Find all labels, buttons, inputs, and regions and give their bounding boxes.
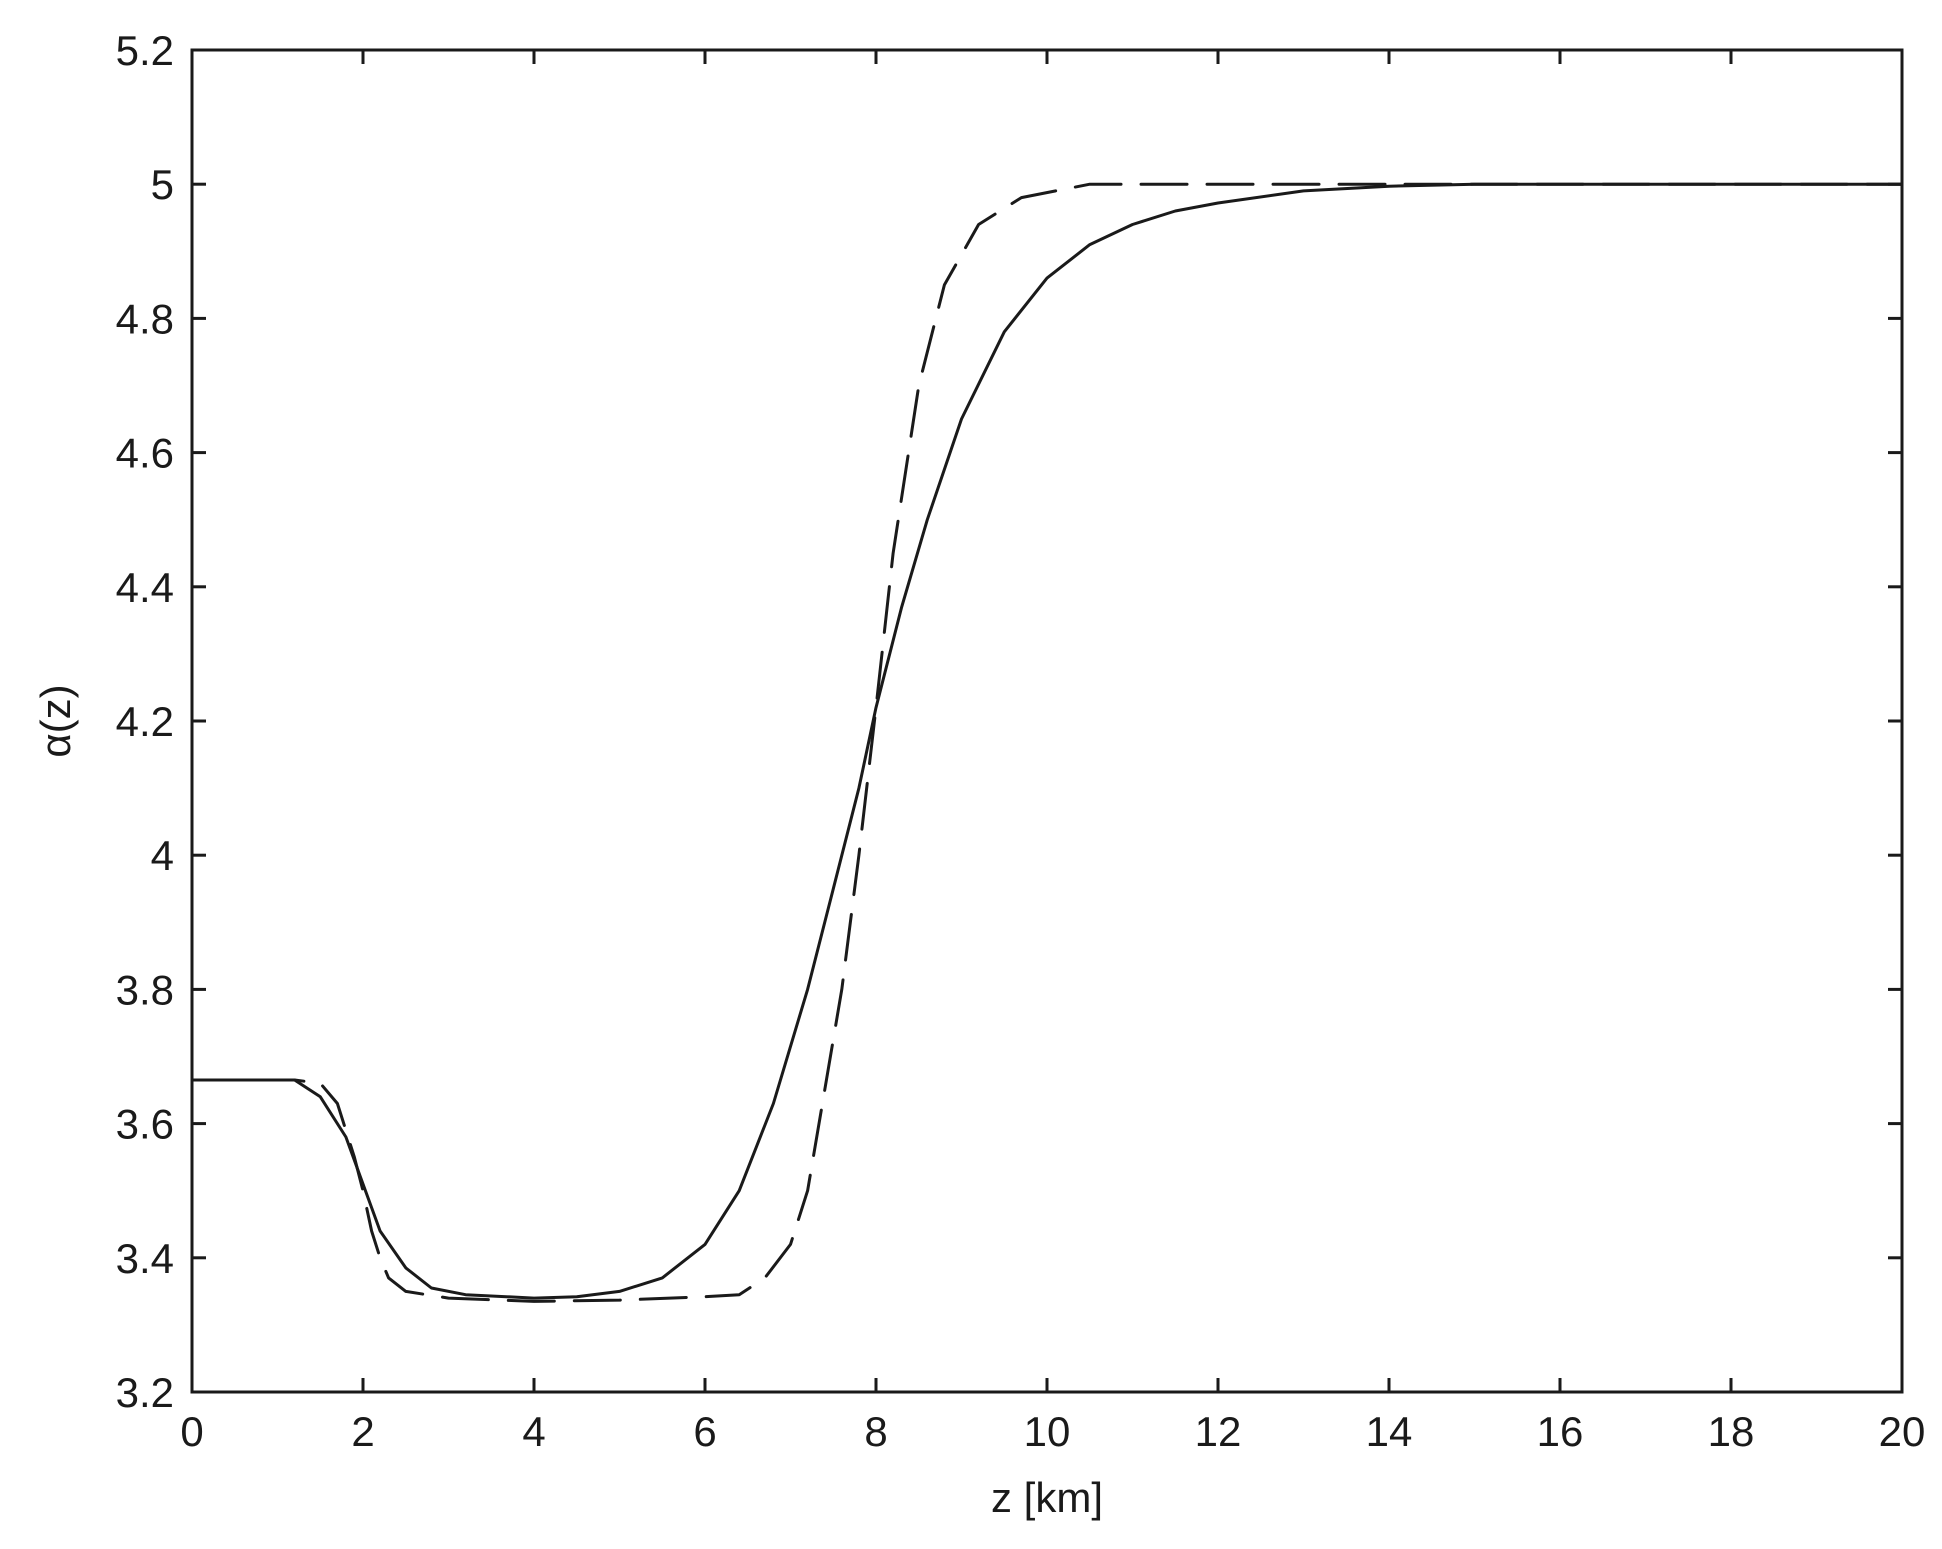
- x-tick-label: 20: [1879, 1408, 1926, 1455]
- y-tick-label: 4.2: [116, 698, 174, 745]
- x-tick-label: 18: [1708, 1408, 1755, 1455]
- y-tick-label: 3.4: [116, 1235, 174, 1282]
- x-tick-label: 2: [351, 1408, 374, 1455]
- y-tick-label: 3.6: [116, 1101, 174, 1148]
- plot-frame: [190, 48, 1904, 1394]
- y-tick-label: 5.2: [116, 27, 174, 74]
- y-tick-label: 3.8: [116, 966, 174, 1013]
- series-line-solid: [190, 182, 1904, 1300]
- x-tick-label: 6: [693, 1408, 716, 1455]
- y-tick-label: 4.6: [116, 430, 174, 477]
- series-line-dashed: [190, 182, 1904, 1303]
- x-axis-label: z [km]: [991, 1474, 1103, 1521]
- series-lines: [190, 182, 1904, 1303]
- y-tick-label: 5: [151, 161, 174, 208]
- y-tick-label: 4: [151, 832, 174, 879]
- x-tick-label: 12: [1195, 1408, 1242, 1455]
- x-tick-label: 10: [1024, 1408, 1071, 1455]
- y-tick-label: 3.2: [116, 1369, 174, 1416]
- axis-ticks: 0 2 4 6 8 10 12 14 16 18 20 3.2 3.4 3.6 3.8 4 4.2 4.4 4.6 4…: [116, 27, 1926, 1455]
- x-tick-label: 8: [864, 1408, 887, 1455]
- y-tick-label: 4.4: [116, 564, 174, 611]
- y-axis-label: α(z): [32, 684, 79, 757]
- x-tick-label: 14: [1366, 1408, 1413, 1455]
- x-tick-label: 16: [1537, 1408, 1584, 1455]
- x-tick-label: 0: [180, 1408, 203, 1455]
- y-tick-label: 4.8: [116, 295, 174, 342]
- x-tick-label: 4: [522, 1408, 545, 1455]
